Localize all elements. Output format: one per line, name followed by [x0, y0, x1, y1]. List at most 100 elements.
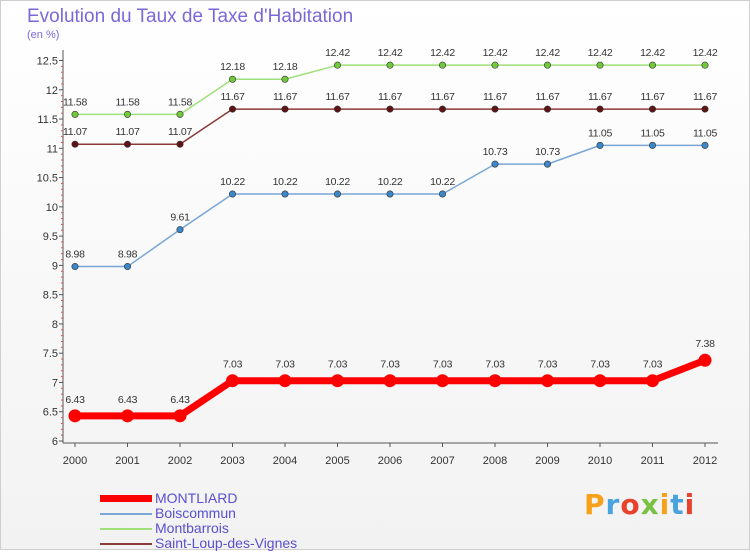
- data-label-montliard: 7.03: [328, 359, 348, 371]
- data-point-saint-loup-des-vignes: [491, 105, 499, 113]
- data-label-montliard: 6.43: [118, 394, 138, 406]
- data-label-boiscommun: 9.61: [170, 212, 190, 224]
- y-tick-label: 10.5: [37, 173, 58, 185]
- data-label-boiscommun: 10.73: [483, 146, 508, 158]
- data-point-montliard: [226, 374, 239, 388]
- data-point-montliard: [698, 353, 712, 367]
- data-label-montliard: 6.43: [65, 394, 85, 406]
- data-point-saint-loup-des-vignes: [124, 140, 132, 148]
- data-point-montbarrois: [596, 61, 604, 69]
- data-point-montbarrois: [229, 75, 237, 83]
- data-label-montbarrois: 11.58: [116, 96, 140, 108]
- data-point-montliard: [331, 374, 344, 388]
- data-point-boiscommun: [543, 160, 551, 168]
- data-label-montliard: 6.43: [170, 394, 190, 406]
- y-tick-label: 8.5: [43, 290, 58, 302]
- data-point-boiscommun: [386, 190, 394, 198]
- data-label-montliard: 7.03: [538, 359, 558, 371]
- data-point-saint-loup-des-vignes: [596, 105, 604, 113]
- x-tick-label: 2008: [483, 455, 507, 467]
- data-point-montliard: [488, 374, 502, 388]
- y-tick-label: 9: [52, 260, 58, 272]
- y-tick-label: 10: [46, 202, 58, 214]
- data-label-saint-loup-des-vignes: 11.67: [378, 91, 402, 103]
- data-point-boiscommun: [701, 141, 709, 149]
- data-point-montliard: [436, 374, 449, 388]
- data-point-montliard: [383, 374, 397, 388]
- data-label-montbarrois: 12.42: [430, 47, 455, 59]
- data-point-boiscommun: [438, 190, 446, 198]
- x-tick-label: 2005: [325, 455, 349, 467]
- data-point-saint-loup-des-vignes: [701, 105, 709, 113]
- data-point-montbarrois: [648, 61, 656, 69]
- data-label-saint-loup-des-vignes: 11.07: [63, 126, 87, 138]
- data-point-montbarrois: [543, 61, 551, 69]
- data-label-boiscommun: 10.22: [273, 176, 298, 188]
- series-line-boiscommun: [75, 144, 705, 268]
- data-label-montbarrois: 12.42: [693, 47, 718, 59]
- data-label-montbarrois: 12.18: [220, 61, 245, 73]
- data-label-saint-loup-des-vignes: 11.67: [273, 91, 297, 103]
- data-point-saint-loup-des-vignes: [333, 105, 341, 113]
- x-tick-label: 2007: [430, 455, 454, 467]
- data-label-montbarrois: 12.42: [535, 47, 560, 59]
- logo-letter: i: [659, 488, 671, 521]
- data-point-saint-loup-des-vignes: [281, 105, 289, 113]
- data-label-montliard: 7.03: [590, 359, 610, 371]
- legend-label: Montbarrois: [155, 520, 229, 536]
- data-label-boiscommun: 10.73: [535, 146, 560, 158]
- data-point-montbarrois: [438, 61, 446, 69]
- data-label-saint-loup-des-vignes: 11.67: [536, 91, 560, 103]
- data-point-boiscommun: [648, 141, 656, 149]
- data-point-montliard: [541, 374, 554, 388]
- data-label-montbarrois: 12.42: [325, 47, 350, 59]
- logo-letter: t: [670, 488, 685, 521]
- data-point-montliard: [646, 374, 659, 388]
- data-label-boiscommun: 11.05: [641, 127, 665, 139]
- x-tick-label: 2010: [588, 455, 612, 467]
- proxiti-logo: Proxiti: [584, 488, 695, 521]
- data-label-montbarrois: 12.18: [273, 61, 298, 73]
- data-label-saint-loup-des-vignes: 11.67: [326, 91, 350, 103]
- legend-swatch: [100, 528, 152, 530]
- data-point-boiscommun: [281, 190, 289, 198]
- data-label-boiscommun: 10.22: [430, 176, 455, 188]
- data-label-saint-loup-des-vignes: 11.67: [693, 91, 717, 103]
- x-tick-label: 2012: [693, 455, 717, 467]
- data-label-montliard: 7.03: [643, 359, 663, 371]
- x-tick-label: 2000: [63, 455, 87, 467]
- chart-title: Evolution du Taux de Taxe d'Habitation: [27, 6, 354, 27]
- data-point-boiscommun: [124, 263, 132, 271]
- data-point-boiscommun: [596, 141, 604, 149]
- y-tick-label: 6: [52, 436, 58, 448]
- legend-swatch: [100, 513, 152, 515]
- data-label-montliard: 7.38: [695, 338, 715, 350]
- data-label-saint-loup-des-vignes: 11.67: [588, 91, 612, 103]
- data-point-montbarrois: [281, 75, 289, 83]
- data-point-saint-loup-des-vignes: [543, 105, 551, 113]
- logo-letter: o: [620, 488, 641, 521]
- legend-label: Boiscommun: [155, 505, 236, 521]
- data-point-saint-loup-des-vignes: [438, 105, 446, 113]
- data-point-montbarrois: [386, 61, 394, 69]
- data-label-montliard: 7.03: [485, 359, 505, 371]
- x-tick-label: 2001: [115, 455, 139, 467]
- y-tick-label: 9.5: [43, 231, 58, 243]
- x-tick-label: 2011: [641, 455, 665, 467]
- data-point-saint-loup-des-vignes: [386, 105, 394, 113]
- data-label-saint-loup-des-vignes: 11.67: [483, 91, 507, 103]
- data-label-saint-loup-des-vignes: 11.07: [116, 126, 140, 138]
- data-point-montbarrois: [701, 61, 709, 69]
- data-label-boiscommun: 10.22: [325, 176, 350, 188]
- y-tick-label: 12.5: [37, 56, 58, 68]
- data-label-boiscommun: 8.98: [65, 249, 85, 261]
- data-point-boiscommun: [229, 190, 237, 198]
- logo-letter: r: [605, 488, 621, 521]
- y-tick-label: 11: [47, 143, 58, 155]
- logo-letter: P: [584, 488, 606, 521]
- data-point-montbarrois: [491, 61, 499, 69]
- y-tick-label: 8: [52, 319, 58, 331]
- data-point-saint-loup-des-vignes: [71, 140, 79, 148]
